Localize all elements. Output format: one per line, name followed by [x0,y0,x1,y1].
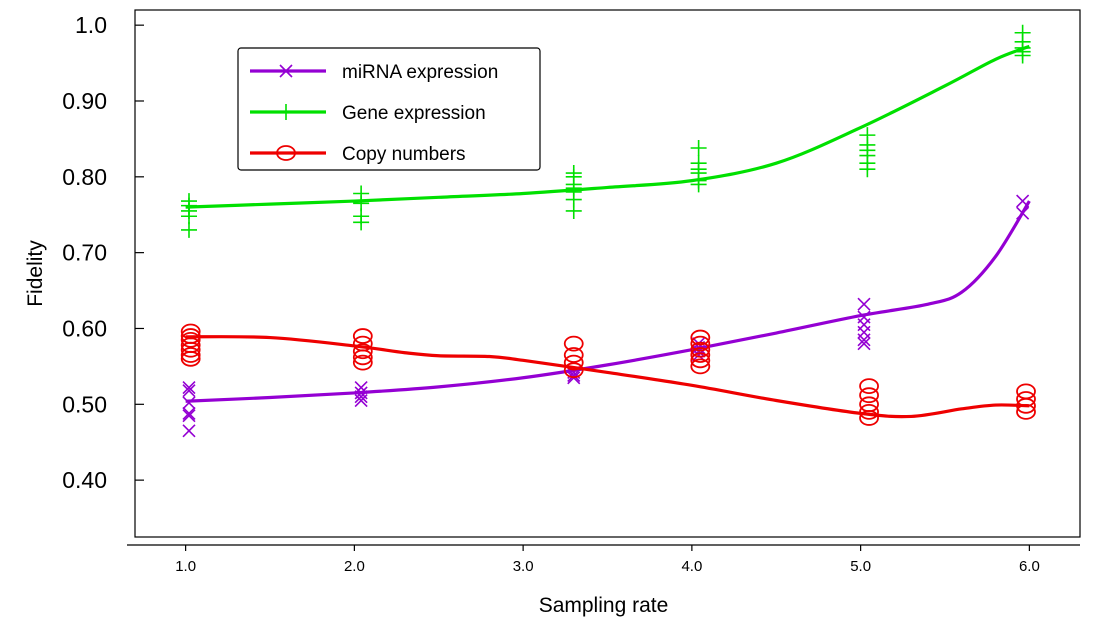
trend-line [185,335,1030,419]
legend-item: miRNA expression [250,62,498,83]
trend-line [185,200,1031,403]
data-point [180,347,201,363]
x-axis-title: Sampling rate [539,594,669,617]
series-2 [180,323,1036,426]
x-tick-label: 4.0 [681,558,702,575]
trend-line [185,44,1030,209]
data-point [859,127,876,144]
data-point [352,343,373,360]
y-tick-label: 0.90 [62,88,107,114]
data-point [182,424,196,438]
data-point [182,381,196,395]
legend-label: miRNA expression [342,62,498,83]
series-0 [182,194,1031,438]
data-point [353,185,370,202]
data-point [690,352,711,369]
data-point [352,335,373,352]
data-point [563,354,584,371]
y-tick-label: 0.60 [62,315,107,341]
data-point [857,337,871,351]
data-point [352,354,373,371]
x-axis: 1.0 2.0 3.0 4.0 5.0 6.0 [127,544,1080,575]
data-point [859,387,879,404]
legend-box [237,47,541,171]
data-point [182,409,196,423]
data-point [690,329,711,346]
plot-border [134,9,1081,538]
data-point [859,396,879,413]
legend-label: Copy numbers [342,144,466,165]
data-point [352,328,373,344]
data-point [690,155,707,172]
data-point [690,347,711,363]
data-point [181,221,197,238]
legend-label: Gene expression [342,103,486,124]
x-tick-label: 3.0 [513,558,534,575]
data-point [278,104,294,120]
x-tick-label: 2.0 [344,558,365,575]
y-tick-label: 0.80 [62,164,107,190]
data-point [690,358,711,375]
x-tick-label: 5.0 [850,558,871,575]
data-point [690,335,711,352]
y-tick-label: 0.50 [62,391,107,417]
data-point [182,406,196,420]
data-point [180,323,201,340]
series-1 [181,24,1031,238]
data-point [565,165,582,182]
legend-item: Gene expression [250,103,486,124]
data-point [1016,383,1036,400]
legend: miRNA expression Gene expression Copy numb… [237,47,541,171]
data-point [182,384,196,398]
data-point [279,64,293,78]
data-point [690,341,711,358]
series-layer [180,24,1036,438]
plot-frame [134,9,1081,538]
y-tick-label: 0.40 [62,467,107,493]
y-axis: 0.40 0.50 0.60 0.70 0.80 0.90 1.0 [62,12,144,493]
data-point [180,331,201,348]
legend-item: Copy numbers [250,144,466,165]
y-tick-label: 0.70 [62,240,107,266]
data-point [857,297,871,311]
y-axis-title: Fidelity [24,240,47,307]
y-tick-label: 1.0 [75,12,107,38]
data-point [276,145,296,161]
data-point [690,140,707,157]
data-point [1014,24,1031,41]
x-tick-label: 1.0 [175,558,196,575]
data-point [182,396,196,410]
data-point [859,378,879,395]
data-point [563,335,584,352]
data-point [563,347,584,363]
x-tick-label: 6.0 [1019,558,1040,575]
